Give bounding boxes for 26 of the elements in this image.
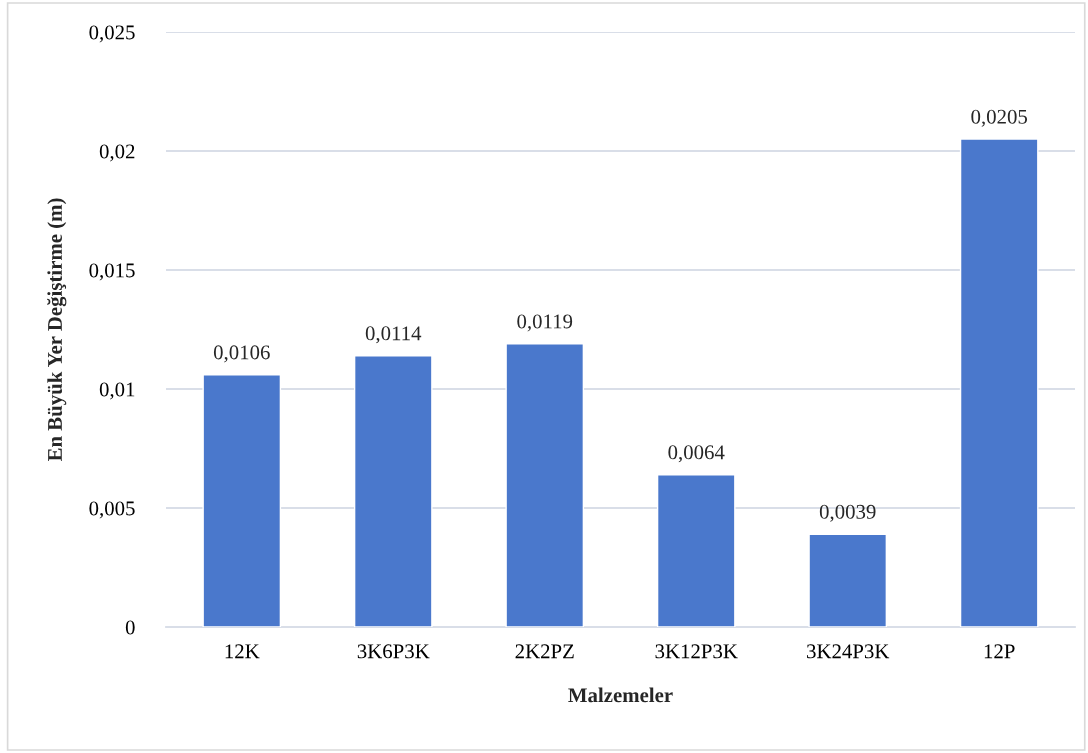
x-tick-label: 12K [225, 644, 260, 659]
bar [656, 474, 736, 628]
y-tick-label: 0,02 [99, 144, 135, 162]
bar [202, 374, 282, 628]
data-label: 0,0039 [819, 504, 876, 522]
data-label: 0,0119 [517, 314, 573, 332]
data-label: 0,0106 [213, 345, 270, 363]
y-tick-label: 0,005 [89, 501, 135, 519]
data-label: 0,0064 [668, 445, 725, 463]
x-tick-label: 3K12P3K [655, 644, 738, 659]
bar [505, 343, 585, 628]
y-tick-label: 0,025 [89, 25, 135, 43]
x-axis-title: Malzemeler [568, 687, 673, 703]
x-tick-label: 3K6P3K [357, 644, 430, 659]
x-tick-label: 12P [984, 644, 1015, 659]
data-label: 0,0205 [971, 109, 1028, 127]
y-axis-title: En Büyük Yer Değiştirme (m) [47, 198, 67, 462]
y-tick-label: 0,01 [99, 382, 135, 400]
y-tick-label: 0 [125, 620, 135, 635]
x-tick-label: 3K24P3K [807, 644, 890, 659]
x-tick-label: 2K2PZ [515, 644, 574, 659]
bar [959, 138, 1039, 628]
y-tick-label: 0,015 [89, 263, 135, 281]
data-label: 0,0114 [365, 326, 422, 344]
bar [353, 354, 433, 628]
bar [808, 533, 888, 628]
